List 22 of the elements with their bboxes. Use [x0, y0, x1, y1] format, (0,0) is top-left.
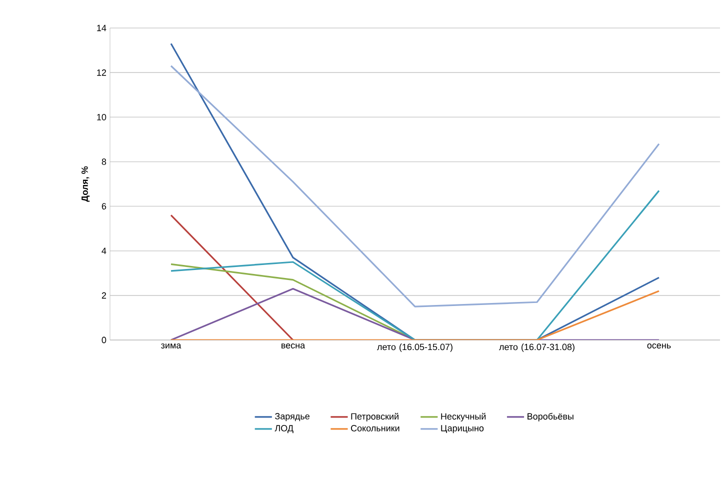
- legend-label: Нескучный: [441, 412, 486, 422]
- legend-label: Воробьёвы: [528, 412, 574, 422]
- y-axis-title: Доля, %: [82, 166, 90, 202]
- legend-label: Петровский: [351, 412, 398, 422]
- x-tick-label: лето (16.07-31.08): [499, 344, 574, 352]
- y-tick-label: 0: [102, 336, 106, 344]
- x-tick-label: весна: [282, 344, 306, 348]
- legend-label: Зарядье: [275, 413, 310, 422]
- x-tick-label: лето (16.05-15.07): [377, 344, 452, 352]
- y-tick-label: 8: [102, 158, 106, 165]
- y-tick-label: 12: [97, 69, 106, 76]
- x-tick-label: осень: [647, 344, 671, 348]
- legend-label: ЛОД: [274, 425, 294, 434]
- y-tick-label: 6: [102, 203, 106, 210]
- legend-label: Сокольники: [351, 425, 400, 432]
- y-tick-label: 2: [102, 292, 106, 299]
- legend-label: Царицыно: [441, 425, 484, 434]
- line-series: [170, 65, 660, 308]
- y-tick-label: 14: [97, 24, 106, 32]
- y-tick-label: 10: [97, 114, 106, 120]
- x-tick-label: зима: [161, 344, 182, 348]
- y-tick-label: 4: [102, 248, 106, 254]
